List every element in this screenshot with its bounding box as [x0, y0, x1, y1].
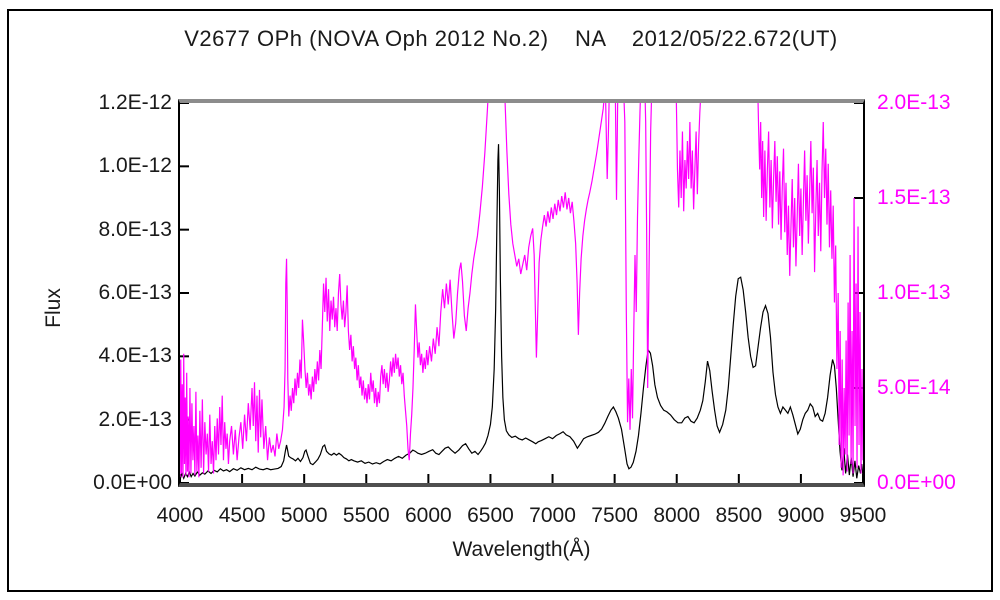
x-axis-tick-label: 4000 [156, 504, 204, 527]
right-axis-tick-label: 0.0E+00 [877, 471, 956, 494]
right-axis-tick-label: 2.0E-13 [877, 91, 951, 114]
left-axis-tick-label: 8.0E-13 [98, 217, 172, 241]
x-axis-tick-label: 6000 [405, 504, 452, 527]
right-axis-tick-label: 5.0E-14 [877, 376, 951, 399]
left-axis-tick-label: 0.0E+00 [93, 471, 172, 494]
plot-area [178, 99, 865, 487]
right-axis-tick-label: 1.5E-13 [877, 186, 951, 209]
left-axis-tick-label: 2.0E-13 [98, 407, 172, 431]
x-axis-tick-label: 7500 [591, 504, 638, 527]
x-axis-tick-label: 7000 [529, 504, 576, 527]
x-axis-tick-label: 4500 [218, 504, 266, 527]
x-axis-tick-label: 5500 [342, 504, 390, 527]
x-axis-tick-label: 5000 [280, 504, 328, 527]
x-axis-tick-label: 9500 [839, 504, 887, 527]
left-axis-tick-label: 6.0E-13 [98, 281, 172, 304]
left-axis-tick-label: 1.2E-12 [98, 91, 172, 114]
x-axis-tick-label: 9000 [777, 504, 825, 527]
x-axis-tick-label: 8500 [715, 504, 763, 527]
x-axis-label: Wavelength(Å) [452, 538, 591, 561]
spectrum-magenta-line [180, 103, 863, 478]
x-axis-tick-label: 6500 [467, 504, 514, 527]
x-axis-tick-label: 8000 [653, 504, 701, 527]
spectrum-black-line [180, 144, 863, 480]
chart-title: V2677 OPh (NOVA Oph 2012 No.2) NA 2012/0… [184, 26, 838, 51]
spectrum-plot [180, 103, 863, 483]
right-axis-tick-label: 1.0E-13 [877, 281, 951, 304]
left-axis-tick-label: 1.0E-12 [98, 154, 172, 178]
left-axis-tick-label: 4.0E-13 [98, 344, 172, 368]
